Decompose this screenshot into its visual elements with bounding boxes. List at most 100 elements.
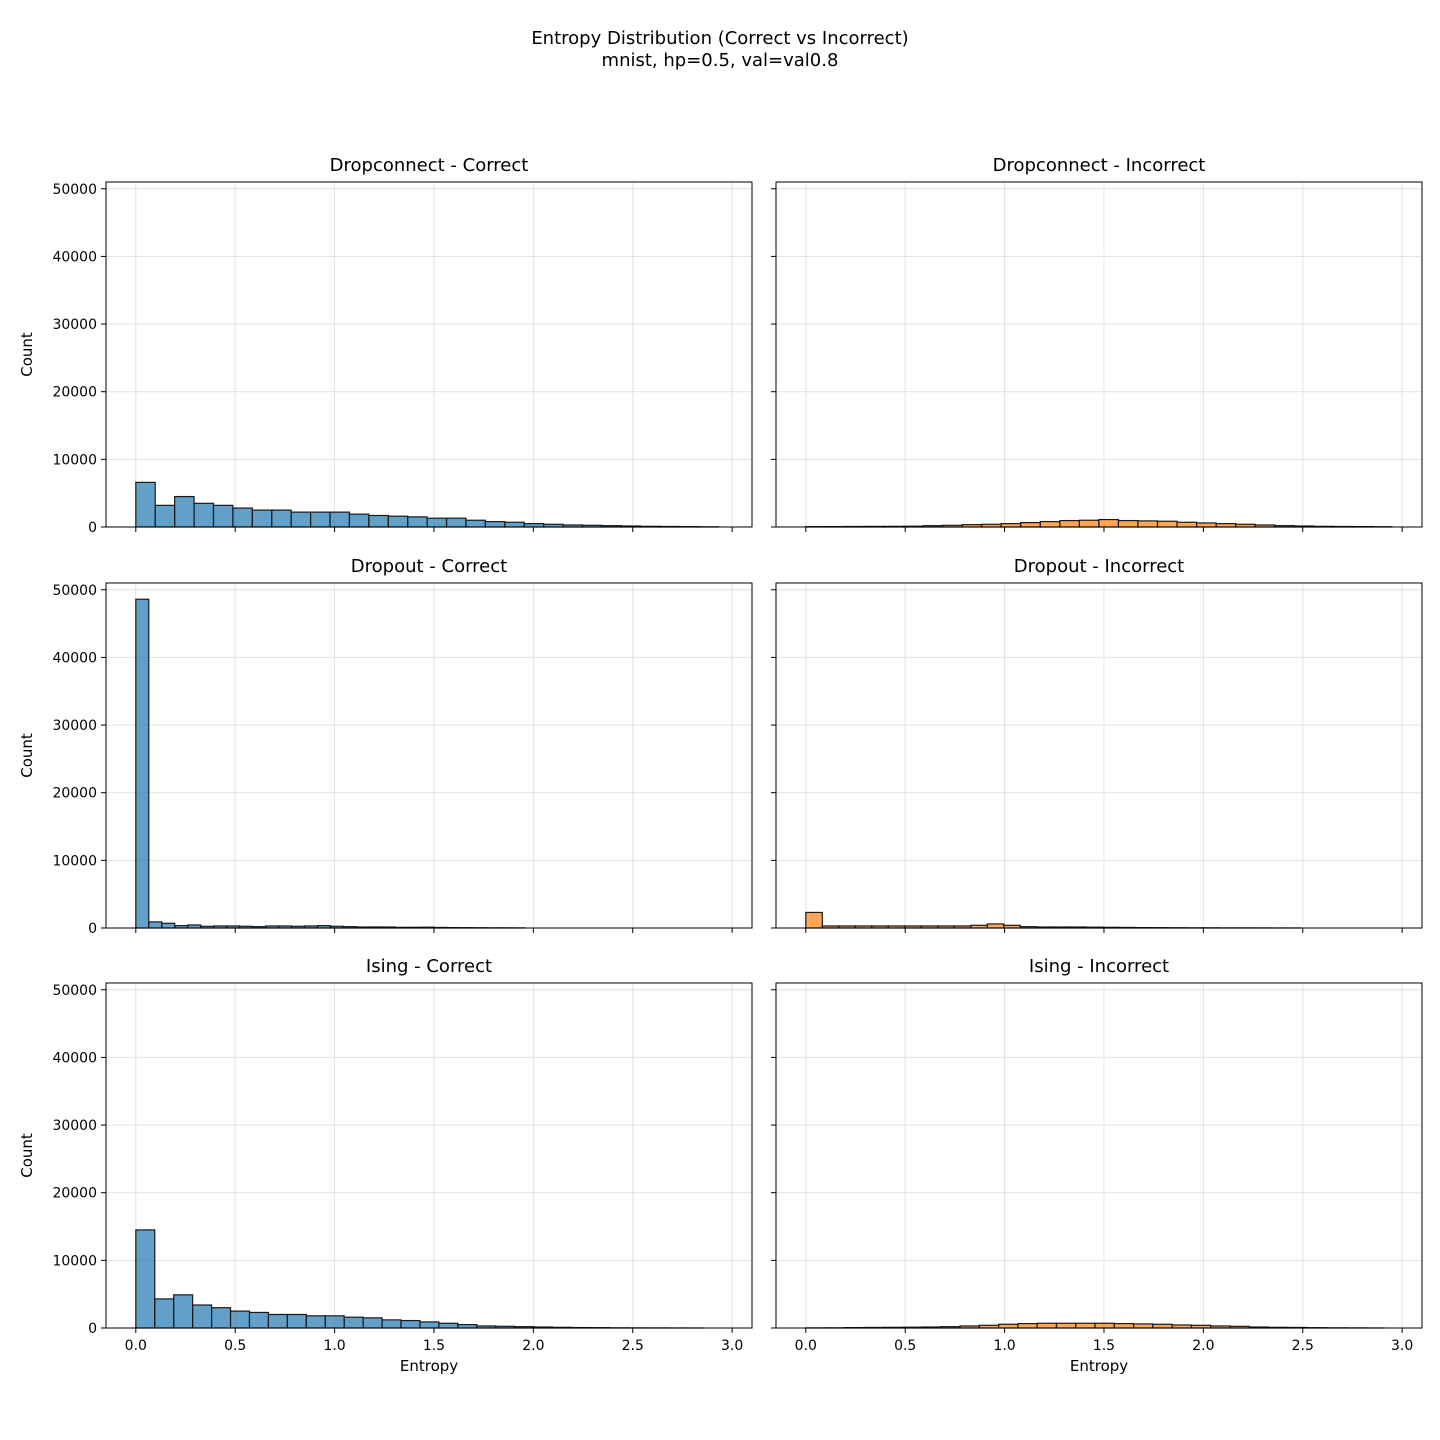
x-tick-label: 3.0 — [721, 1338, 743, 1354]
panel-title: Dropout - Incorrect — [1014, 556, 1184, 577]
y-tick-label: 40000 — [52, 249, 97, 265]
y-tick-label: 10000 — [52, 853, 97, 869]
histogram-bar — [419, 1321, 440, 1329]
figure-title: Entropy Distribution (Correct vs Incorre… — [531, 28, 908, 49]
histogram-bar — [438, 1322, 459, 1329]
histogram-bar — [1036, 1322, 1058, 1329]
y-tick-label: 50000 — [52, 983, 97, 999]
x-tick-label: 1.5 — [1093, 1338, 1115, 1354]
y-tick-label: 0 — [88, 1321, 97, 1337]
axes-frame — [105, 982, 753, 1329]
histogram-bar — [173, 1294, 194, 1329]
x-tick-label: 1.0 — [993, 1338, 1015, 1354]
panels: 0 10000 20000 30000 40000 50000 Dropconnect - … — [18, 155, 1423, 1375]
histogram-bar — [193, 502, 215, 528]
y-tick-label: 30000 — [52, 317, 97, 333]
histogram-bar — [457, 1324, 478, 1329]
y-tick-label: 40000 — [52, 1050, 97, 1066]
y-tick-label: 50000 — [52, 583, 97, 599]
histogram-bar — [1117, 519, 1139, 528]
histogram-bar — [309, 511, 331, 528]
histogram-bar — [135, 1229, 156, 1329]
histogram-bar — [426, 517, 448, 528]
x-tick-label: 2.5 — [1292, 1338, 1314, 1354]
histogram-bar — [484, 520, 506, 528]
x-tick-label: 1.0 — [323, 1338, 345, 1354]
histogram-bar — [1137, 520, 1159, 528]
histogram-bar — [1176, 521, 1198, 528]
histogram-bar — [154, 1298, 175, 1329]
panel-title: Ising - Correct — [366, 956, 492, 977]
histogram-bar — [174, 495, 195, 528]
histogram-bar — [400, 1319, 421, 1329]
histogram-bar — [305, 1315, 326, 1329]
histogram-bar — [1094, 1322, 1115, 1329]
histogram-bar — [267, 1313, 288, 1329]
histogram-bar — [1055, 1322, 1077, 1329]
y-axis-label: Count — [18, 332, 36, 377]
histogram-bar — [1039, 520, 1061, 528]
panel-4: Dropout - Incorrect — [771, 556, 1423, 933]
histogram-bar — [986, 923, 1005, 929]
y-tick-label: 10000 — [52, 1253, 97, 1269]
x-axis-label: Entropy — [400, 1357, 458, 1375]
histogram-bar — [381, 1319, 402, 1329]
x-tick-label: 3.0 — [1391, 1338, 1413, 1354]
axes-frame — [105, 181, 753, 528]
y-tick-label: 0 — [88, 520, 97, 536]
x-tick-label: 2.0 — [522, 1338, 544, 1354]
y-axis-label: Count — [18, 1133, 36, 1178]
histogram-bar — [504, 521, 525, 528]
histogram-bar — [1075, 1322, 1096, 1329]
histogram-bar — [290, 511, 312, 528]
histogram-bar — [1017, 1323, 1038, 1329]
histogram-bar — [329, 511, 351, 528]
histogram-bar — [1098, 518, 1120, 528]
histogram-bar — [161, 922, 176, 929]
histogram-bar — [343, 1316, 364, 1329]
histogram-bar — [362, 1317, 383, 1329]
histogram-bar — [1000, 523, 1022, 528]
histogram-bar — [368, 514, 389, 528]
x-tick-label: 1.5 — [423, 1338, 445, 1354]
x-tick-label: 0.5 — [894, 1338, 916, 1354]
histogram-bar — [1195, 522, 1217, 528]
histogram-bar — [387, 515, 409, 528]
histogram-bar — [248, 1311, 270, 1329]
axes-frame — [775, 181, 1423, 528]
y-tick-label: 20000 — [52, 1186, 97, 1202]
x-tick-label: 2.0 — [1192, 1338, 1214, 1354]
histogram-bar — [407, 516, 428, 528]
x-tick-label: 0.0 — [125, 1338, 147, 1354]
x-tick-label: 0.5 — [224, 1338, 246, 1354]
histogram-bar — [271, 509, 292, 528]
y-tick-label: 10000 — [52, 452, 97, 468]
y-tick-label: 30000 — [52, 1118, 97, 1134]
figure-subtitle: mnist, hp=0.5, val=val0.8 — [602, 50, 839, 71]
panel-title: Dropout - Correct — [351, 556, 507, 577]
panel-title: Dropconnect - Incorrect — [993, 155, 1206, 176]
y-axis-label: Count — [18, 733, 36, 778]
panel-3: 0 10000 20000 30000 40000 50000 Dropout - Corr… — [18, 556, 753, 937]
histogram-bar — [192, 1304, 213, 1329]
histogram-bar — [465, 519, 486, 528]
histogram-bar — [135, 598, 150, 929]
histogram-bar — [154, 504, 176, 528]
y-tick-label: 40000 — [52, 650, 97, 666]
histogram-bar — [1078, 519, 1100, 528]
histogram-bar — [232, 507, 253, 528]
y-tick-label: 20000 — [52, 786, 97, 802]
histogram-bar — [1152, 1323, 1173, 1329]
histogram-bar — [445, 517, 467, 528]
histogram-bar — [148, 921, 163, 929]
axes-frame — [105, 582, 753, 929]
panel-title: Dropconnect - Correct — [330, 155, 529, 176]
y-tick-label: 50000 — [52, 182, 97, 198]
histogram-bar — [523, 523, 545, 528]
panel-5: 0.0 0.5 1.0 1.5 2.0 2.5 3.0 0 10000 20000 30000 400… — [18, 956, 753, 1375]
histogram-bar — [1132, 1323, 1154, 1329]
histogram-bar — [212, 504, 234, 528]
panel-2: Dropconnect - Incorrect — [771, 155, 1423, 532]
histogram-bar — [1113, 1323, 1135, 1329]
